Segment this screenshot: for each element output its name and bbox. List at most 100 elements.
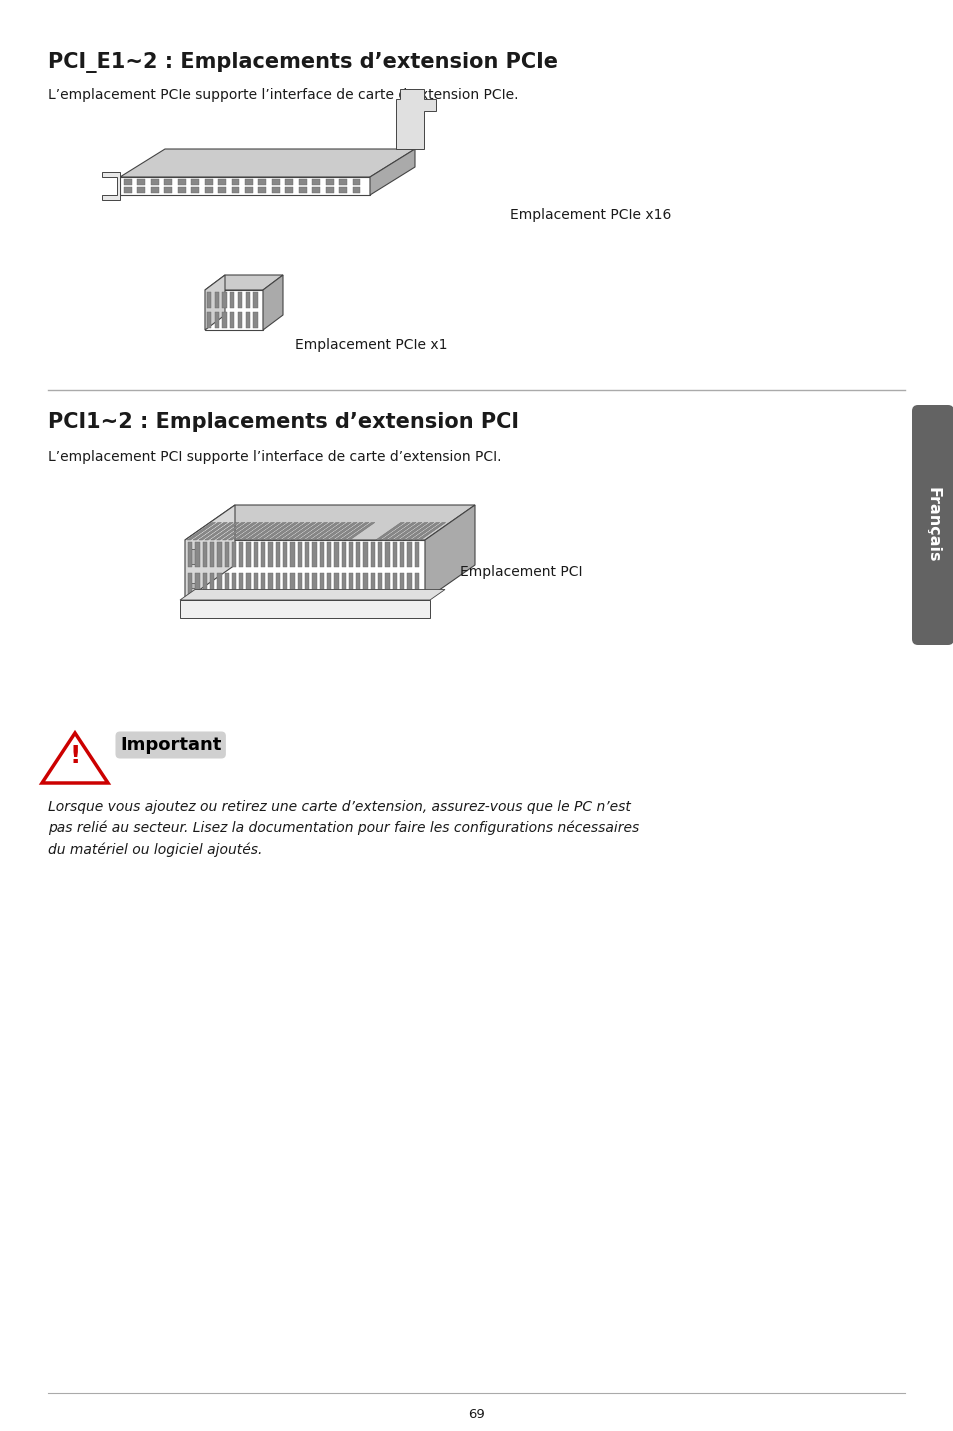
Polygon shape bbox=[263, 522, 292, 539]
Text: L’emplacement PCI supporte l’interface de carte d’extension PCI.: L’emplacement PCI supporte l’interface d… bbox=[48, 449, 501, 464]
Polygon shape bbox=[214, 292, 219, 308]
Polygon shape bbox=[290, 572, 294, 598]
Text: 69: 69 bbox=[468, 1408, 485, 1421]
Polygon shape bbox=[222, 522, 251, 539]
Polygon shape bbox=[319, 542, 324, 567]
Polygon shape bbox=[245, 187, 253, 193]
Polygon shape bbox=[319, 572, 324, 598]
Polygon shape bbox=[393, 542, 396, 567]
Polygon shape bbox=[245, 292, 250, 308]
Polygon shape bbox=[205, 179, 213, 185]
Polygon shape bbox=[188, 572, 193, 598]
Polygon shape bbox=[258, 179, 266, 185]
Polygon shape bbox=[335, 522, 363, 539]
Polygon shape bbox=[327, 542, 331, 567]
Polygon shape bbox=[338, 179, 347, 185]
Polygon shape bbox=[120, 149, 415, 177]
Polygon shape bbox=[263, 275, 283, 331]
Polygon shape bbox=[340, 522, 369, 539]
Polygon shape bbox=[120, 177, 370, 195]
Polygon shape bbox=[217, 542, 221, 567]
Text: Lorsque vous ajoutez ou retirez une carte d’extension, assurez-vous que le PC n’: Lorsque vous ajoutez ou retirez une cart… bbox=[48, 800, 639, 857]
Polygon shape bbox=[272, 187, 279, 193]
Polygon shape bbox=[187, 522, 215, 539]
Polygon shape bbox=[305, 542, 309, 567]
Polygon shape bbox=[124, 179, 132, 185]
Polygon shape bbox=[205, 275, 225, 331]
Polygon shape bbox=[191, 187, 199, 193]
Polygon shape bbox=[224, 542, 229, 567]
Polygon shape bbox=[224, 572, 229, 598]
Polygon shape bbox=[151, 179, 158, 185]
Polygon shape bbox=[239, 542, 243, 567]
Polygon shape bbox=[353, 187, 360, 193]
Polygon shape bbox=[334, 542, 338, 567]
Polygon shape bbox=[233, 522, 262, 539]
Polygon shape bbox=[246, 542, 251, 567]
Polygon shape bbox=[218, 187, 226, 193]
Polygon shape bbox=[151, 187, 158, 193]
Polygon shape bbox=[298, 187, 306, 193]
Polygon shape bbox=[405, 522, 434, 539]
Polygon shape bbox=[285, 187, 293, 193]
Polygon shape bbox=[312, 572, 316, 598]
Polygon shape bbox=[338, 187, 347, 193]
Polygon shape bbox=[222, 312, 227, 328]
Polygon shape bbox=[210, 572, 214, 598]
Polygon shape bbox=[275, 572, 280, 598]
Polygon shape bbox=[283, 572, 287, 598]
Polygon shape bbox=[202, 572, 207, 598]
Polygon shape bbox=[370, 149, 415, 195]
Polygon shape bbox=[334, 572, 338, 598]
Polygon shape bbox=[246, 522, 274, 539]
Polygon shape bbox=[42, 733, 108, 783]
Polygon shape bbox=[305, 522, 334, 539]
Polygon shape bbox=[395, 89, 436, 149]
Polygon shape bbox=[177, 187, 186, 193]
Polygon shape bbox=[217, 572, 221, 598]
Polygon shape bbox=[297, 572, 302, 598]
Polygon shape bbox=[230, 292, 234, 308]
Polygon shape bbox=[253, 572, 258, 598]
Polygon shape bbox=[211, 522, 239, 539]
Polygon shape bbox=[258, 187, 266, 193]
Polygon shape bbox=[164, 179, 172, 185]
Polygon shape bbox=[312, 542, 316, 567]
Polygon shape bbox=[218, 179, 226, 185]
Polygon shape bbox=[298, 179, 306, 185]
Polygon shape bbox=[232, 572, 236, 598]
Polygon shape bbox=[415, 542, 418, 567]
Polygon shape bbox=[287, 522, 315, 539]
Polygon shape bbox=[237, 312, 242, 328]
Polygon shape bbox=[268, 572, 273, 598]
Polygon shape bbox=[246, 572, 251, 598]
Polygon shape bbox=[322, 522, 351, 539]
Polygon shape bbox=[270, 522, 298, 539]
Polygon shape bbox=[193, 522, 221, 539]
Polygon shape bbox=[195, 542, 199, 567]
Polygon shape bbox=[312, 187, 320, 193]
Polygon shape bbox=[232, 542, 236, 567]
Polygon shape bbox=[216, 522, 245, 539]
Polygon shape bbox=[311, 522, 339, 539]
Polygon shape bbox=[349, 542, 353, 567]
Polygon shape bbox=[180, 590, 444, 600]
Text: Important: Important bbox=[120, 736, 221, 754]
Polygon shape bbox=[375, 522, 404, 539]
Polygon shape bbox=[180, 600, 430, 618]
Polygon shape bbox=[415, 572, 418, 598]
Polygon shape bbox=[214, 312, 219, 328]
Polygon shape bbox=[363, 542, 368, 567]
Polygon shape bbox=[399, 522, 428, 539]
Polygon shape bbox=[399, 572, 404, 598]
Polygon shape bbox=[207, 292, 211, 308]
Polygon shape bbox=[285, 179, 293, 185]
Polygon shape bbox=[177, 179, 186, 185]
Polygon shape bbox=[185, 505, 234, 600]
Polygon shape bbox=[237, 292, 242, 308]
Polygon shape bbox=[341, 572, 346, 598]
Polygon shape bbox=[377, 542, 382, 567]
Polygon shape bbox=[327, 572, 331, 598]
Polygon shape bbox=[355, 572, 360, 598]
Text: Emplacement PCI: Emplacement PCI bbox=[459, 565, 582, 580]
